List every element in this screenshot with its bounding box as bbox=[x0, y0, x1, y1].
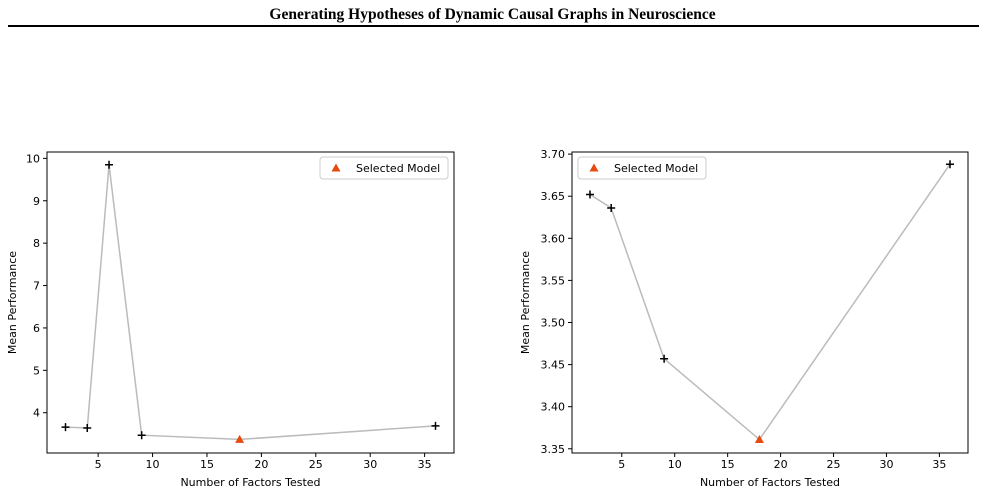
data-point-plus bbox=[586, 190, 594, 199]
plot-frame bbox=[46, 151, 455, 454]
x-tick-label: 25 bbox=[827, 458, 841, 471]
x-tick-label: 30 bbox=[879, 458, 893, 471]
header-rule bbox=[8, 25, 979, 27]
data-point-plus bbox=[431, 421, 440, 430]
x-axis-label: Number of Factors Tested bbox=[180, 476, 320, 489]
x-tick-label: 15 bbox=[721, 458, 735, 471]
data-point-plus bbox=[137, 431, 146, 440]
legend-box bbox=[319, 156, 449, 180]
x-tick-label: 10 bbox=[146, 458, 160, 471]
data-point-plus bbox=[83, 423, 92, 432]
data-point-plus bbox=[105, 160, 114, 169]
x-tick-label: 5 bbox=[618, 458, 625, 471]
x-axis-label: Number of Factors Tested bbox=[700, 476, 840, 489]
y-tick-label: 3.70 bbox=[541, 148, 566, 161]
legend-marker bbox=[331, 163, 341, 172]
x-tick-label: 5 bbox=[95, 458, 102, 471]
y-tick-label: 5 bbox=[33, 364, 40, 377]
x-tick-label: 30 bbox=[363, 458, 377, 471]
y-tick-label: 3.55 bbox=[541, 274, 566, 287]
data-point-plus bbox=[607, 203, 616, 212]
x-tick-label: 20 bbox=[774, 458, 788, 471]
data-point-plus bbox=[660, 354, 669, 363]
plot-frame bbox=[571, 151, 969, 454]
y-tick-label: 3.40 bbox=[541, 401, 566, 414]
y-tick-label: 3.60 bbox=[541, 232, 566, 245]
series-line bbox=[589, 163, 951, 441]
y-tick-label: 3.45 bbox=[541, 359, 566, 372]
y-tick-label: 3.35 bbox=[541, 443, 566, 456]
x-tick-label: 20 bbox=[254, 458, 268, 471]
legend-box bbox=[577, 156, 707, 180]
page-title: Generating Hypotheses of Dynamic Causal … bbox=[269, 6, 716, 23]
x-tick-label: 25 bbox=[309, 458, 323, 471]
selected-model-marker bbox=[235, 434, 245, 443]
legend-label: Selected Model bbox=[614, 162, 698, 175]
x-tick-label: 35 bbox=[418, 458, 432, 471]
y-axis-label: Mean Performance bbox=[519, 251, 532, 354]
data-point-plus bbox=[61, 423, 70, 432]
y-tick-label: 6 bbox=[33, 322, 40, 335]
x-tick-label: 10 bbox=[668, 458, 682, 471]
y-tick-label: 8 bbox=[33, 237, 40, 250]
y-tick-label: 10 bbox=[26, 152, 40, 165]
y-tick-label: 7 bbox=[33, 280, 40, 293]
legend-marker bbox=[589, 163, 599, 172]
y-tick-label: 9 bbox=[33, 195, 40, 208]
y-axis-label: Mean Performance bbox=[6, 251, 19, 354]
legend-label: Selected Model bbox=[356, 162, 440, 175]
page-header: Generating Hypotheses of Dynamic Causal … bbox=[0, 0, 985, 28]
x-tick-label: 15 bbox=[200, 458, 214, 471]
y-tick-label: 3.50 bbox=[541, 316, 566, 329]
x-tick-label: 35 bbox=[932, 458, 946, 471]
y-tick-label: 4 bbox=[33, 407, 40, 420]
data-point-plus bbox=[946, 160, 954, 169]
selected-model-marker bbox=[754, 435, 764, 444]
y-tick-label: 3.65 bbox=[541, 190, 566, 203]
